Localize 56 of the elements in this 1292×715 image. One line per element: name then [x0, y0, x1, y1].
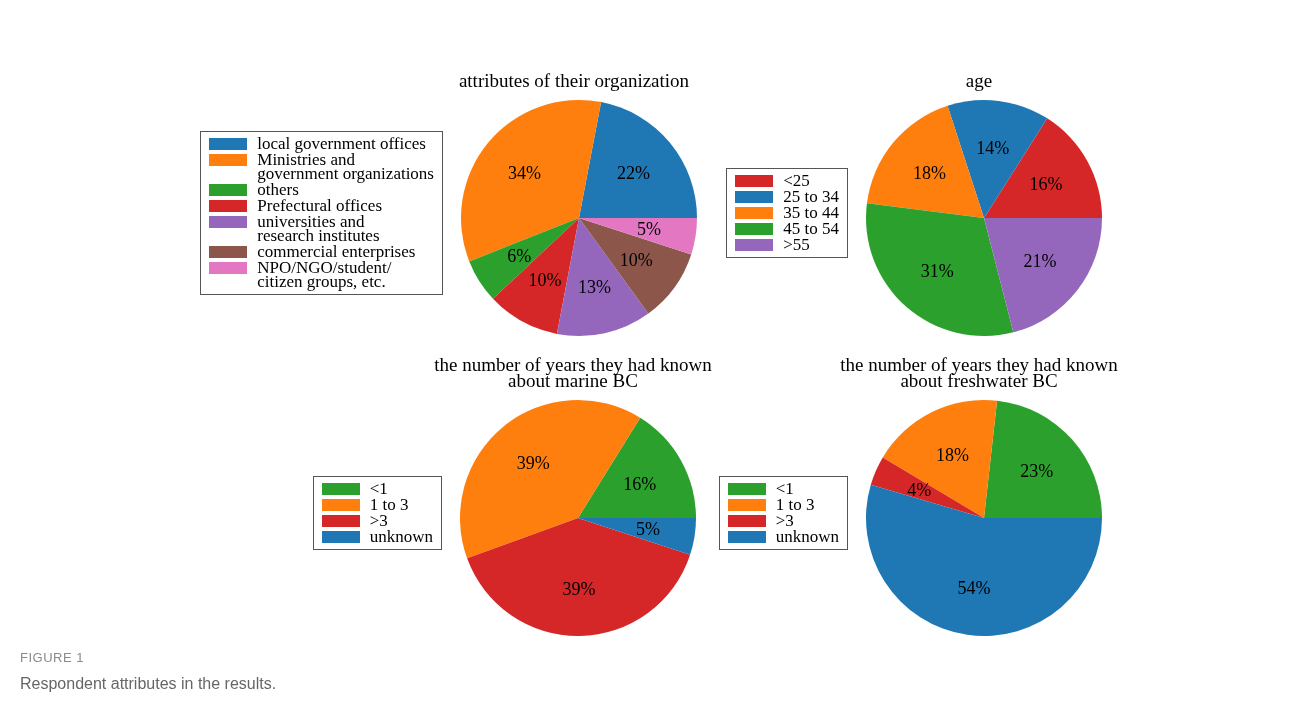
legend-label: Prefectural offices: [257, 196, 383, 215]
legend-label: local government offices: [257, 134, 426, 153]
pie-slice: [461, 100, 602, 262]
pie-slice: [984, 400, 1102, 518]
data-label: 13%: [577, 277, 611, 298]
legend-label: 25 to 34: [783, 187, 839, 206]
data-label: 34%: [507, 162, 541, 183]
data-label: 5%: [635, 519, 660, 540]
chart-title: the number of years they had known about marine BC: [433, 354, 713, 391]
legend-label: 35 to 44: [783, 203, 839, 222]
data-label: 39%: [516, 453, 550, 474]
pie-slice: [467, 518, 691, 636]
legend-label: commercial enterprises: [257, 242, 416, 261]
chart-title: age: [964, 70, 994, 91]
data-label: 39%: [562, 578, 596, 599]
pie-slice: [579, 218, 697, 255]
pie-slice: [492, 218, 579, 334]
legend-label: >3: [775, 511, 794, 530]
legend-label: 1 to 3: [369, 495, 409, 514]
pie-slice: [469, 218, 579, 299]
pie-slice: [578, 417, 696, 518]
legend-label: <25: [783, 171, 810, 190]
legend-label: <1: [369, 479, 388, 498]
pie-slice: [579, 218, 692, 314]
data-label: 18%: [936, 444, 970, 465]
legend-label: unknown: [775, 527, 839, 546]
data-label: 10%: [528, 270, 562, 291]
data-label: 4%: [907, 479, 932, 500]
legend-label: unknown: [369, 527, 433, 546]
data-label: 14%: [976, 137, 1010, 158]
caption: FIGURE 1: [20, 650, 84, 665]
text: Respondent attributes in the results.: [20, 675, 277, 693]
data-label: 54%: [957, 578, 991, 599]
data-label: 5%: [636, 219, 661, 240]
pie-slice: [579, 102, 697, 218]
data-label: 16%: [1029, 173, 1063, 194]
pie-slice: [984, 218, 1102, 333]
pie-slice: [866, 484, 1102, 636]
data-label: 10%: [619, 249, 653, 270]
data-label: 16%: [623, 473, 657, 494]
chart-title: attributes of their organization: [457, 70, 691, 91]
legend-label: 45 to 54: [783, 219, 839, 238]
legend-label: >3: [369, 511, 388, 530]
data-label: 22%: [617, 162, 651, 183]
data-label: 6%: [507, 245, 532, 266]
pie-slice: [882, 400, 998, 518]
pie-slice: [866, 203, 1014, 336]
data-label: 18%: [912, 162, 946, 183]
legend-label: <1: [775, 479, 794, 498]
data-label: 21%: [1023, 251, 1057, 272]
legend-label: >55: [783, 235, 810, 254]
data-label: 23%: [1020, 460, 1054, 481]
data-label: 31%: [920, 261, 954, 282]
pie-slice: [578, 518, 696, 555]
chart-title: the number of years they had known about freshwater BC: [839, 354, 1119, 391]
legend-label: 1 to 3: [775, 495, 815, 514]
